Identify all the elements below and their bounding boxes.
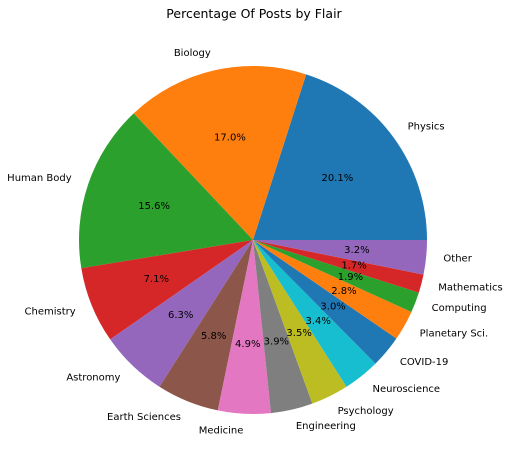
chart-title: Percentage Of Posts by Flair (166, 6, 342, 21)
pct-label-physics: 20.1% (321, 173, 353, 184)
pct-label-chemistry: 7.1% (144, 274, 169, 285)
pie-slices (79, 66, 427, 414)
category-label-neuroscience: Neuroscience (372, 384, 440, 395)
pie-slice-chemistry (81, 240, 253, 340)
pie-slice-medicine (217, 240, 271, 414)
pie-slice-human-body (79, 113, 253, 269)
pct-label-computing: 1.9% (338, 272, 363, 283)
pct-label-planetary-sci: 2.8% (331, 286, 356, 297)
pie-slice-planetary-sci (253, 240, 412, 339)
category-label-medicine: Medicine (199, 426, 244, 437)
pct-label-engineering: 3.9% (264, 336, 289, 347)
pct-label-earth-sciences: 5.8% (201, 331, 226, 342)
category-label-computing: Computing (432, 303, 487, 314)
pct-label-mathematics: 1.7% (341, 261, 366, 272)
pie-slice-other (253, 240, 427, 275)
pie-slice-covid-19 (253, 240, 397, 364)
pct-label-neuroscience: 3.4% (305, 316, 330, 327)
pie-slice-computing (253, 240, 419, 312)
category-label-mathematics: Mathematics (438, 283, 502, 294)
category-label-covid-19: COVID-19 (400, 357, 449, 368)
category-label-psychology: Psychology (338, 406, 394, 417)
category-label-engineering: Engineering (296, 421, 356, 432)
pie-slice-biology (133, 66, 307, 240)
pct-label-human-body: 15.6% (138, 201, 170, 212)
pie-slice-neuroscience (253, 240, 376, 387)
category-labels: Physics Biology Human Body Chemistry Astrono… (7, 48, 503, 437)
pct-label-covid-19: 3.0% (320, 301, 345, 312)
category-label-human-body: Human Body (7, 173, 72, 184)
pie-slice-physics (253, 74, 427, 241)
pie-slice-engineering (253, 240, 313, 414)
pct-label-biology: 17.0% (214, 133, 246, 144)
pct-label-medicine: 4.9% (235, 339, 260, 350)
category-label-astronomy: Astronomy (66, 373, 120, 384)
category-label-other: Other (443, 254, 472, 265)
pie-slice-astronomy (110, 240, 253, 387)
pie-slice-earth-sciences (159, 240, 253, 411)
pct-label-other: 3.2% (344, 245, 369, 256)
category-label-earth-sciences: Earth Sciences (107, 412, 181, 423)
category-label-chemistry: Chemistry (25, 306, 76, 317)
pie-slice-mathematics (253, 240, 424, 293)
percentage-labels: 20.1%17.0%15.6%7.1%6.3%5.8%4.9% 3.9%3.5%3… (138, 133, 369, 350)
pct-label-astronomy: 6.3% (168, 310, 193, 321)
category-label-biology: Biology (174, 48, 211, 59)
pct-label-psychology: 3.5% (286, 328, 311, 339)
category-label-physics: Physics (408, 122, 445, 133)
pie-slice-psychology (253, 240, 347, 404)
category-label-planetary-sci: Planetary Sci. (420, 329, 489, 340)
